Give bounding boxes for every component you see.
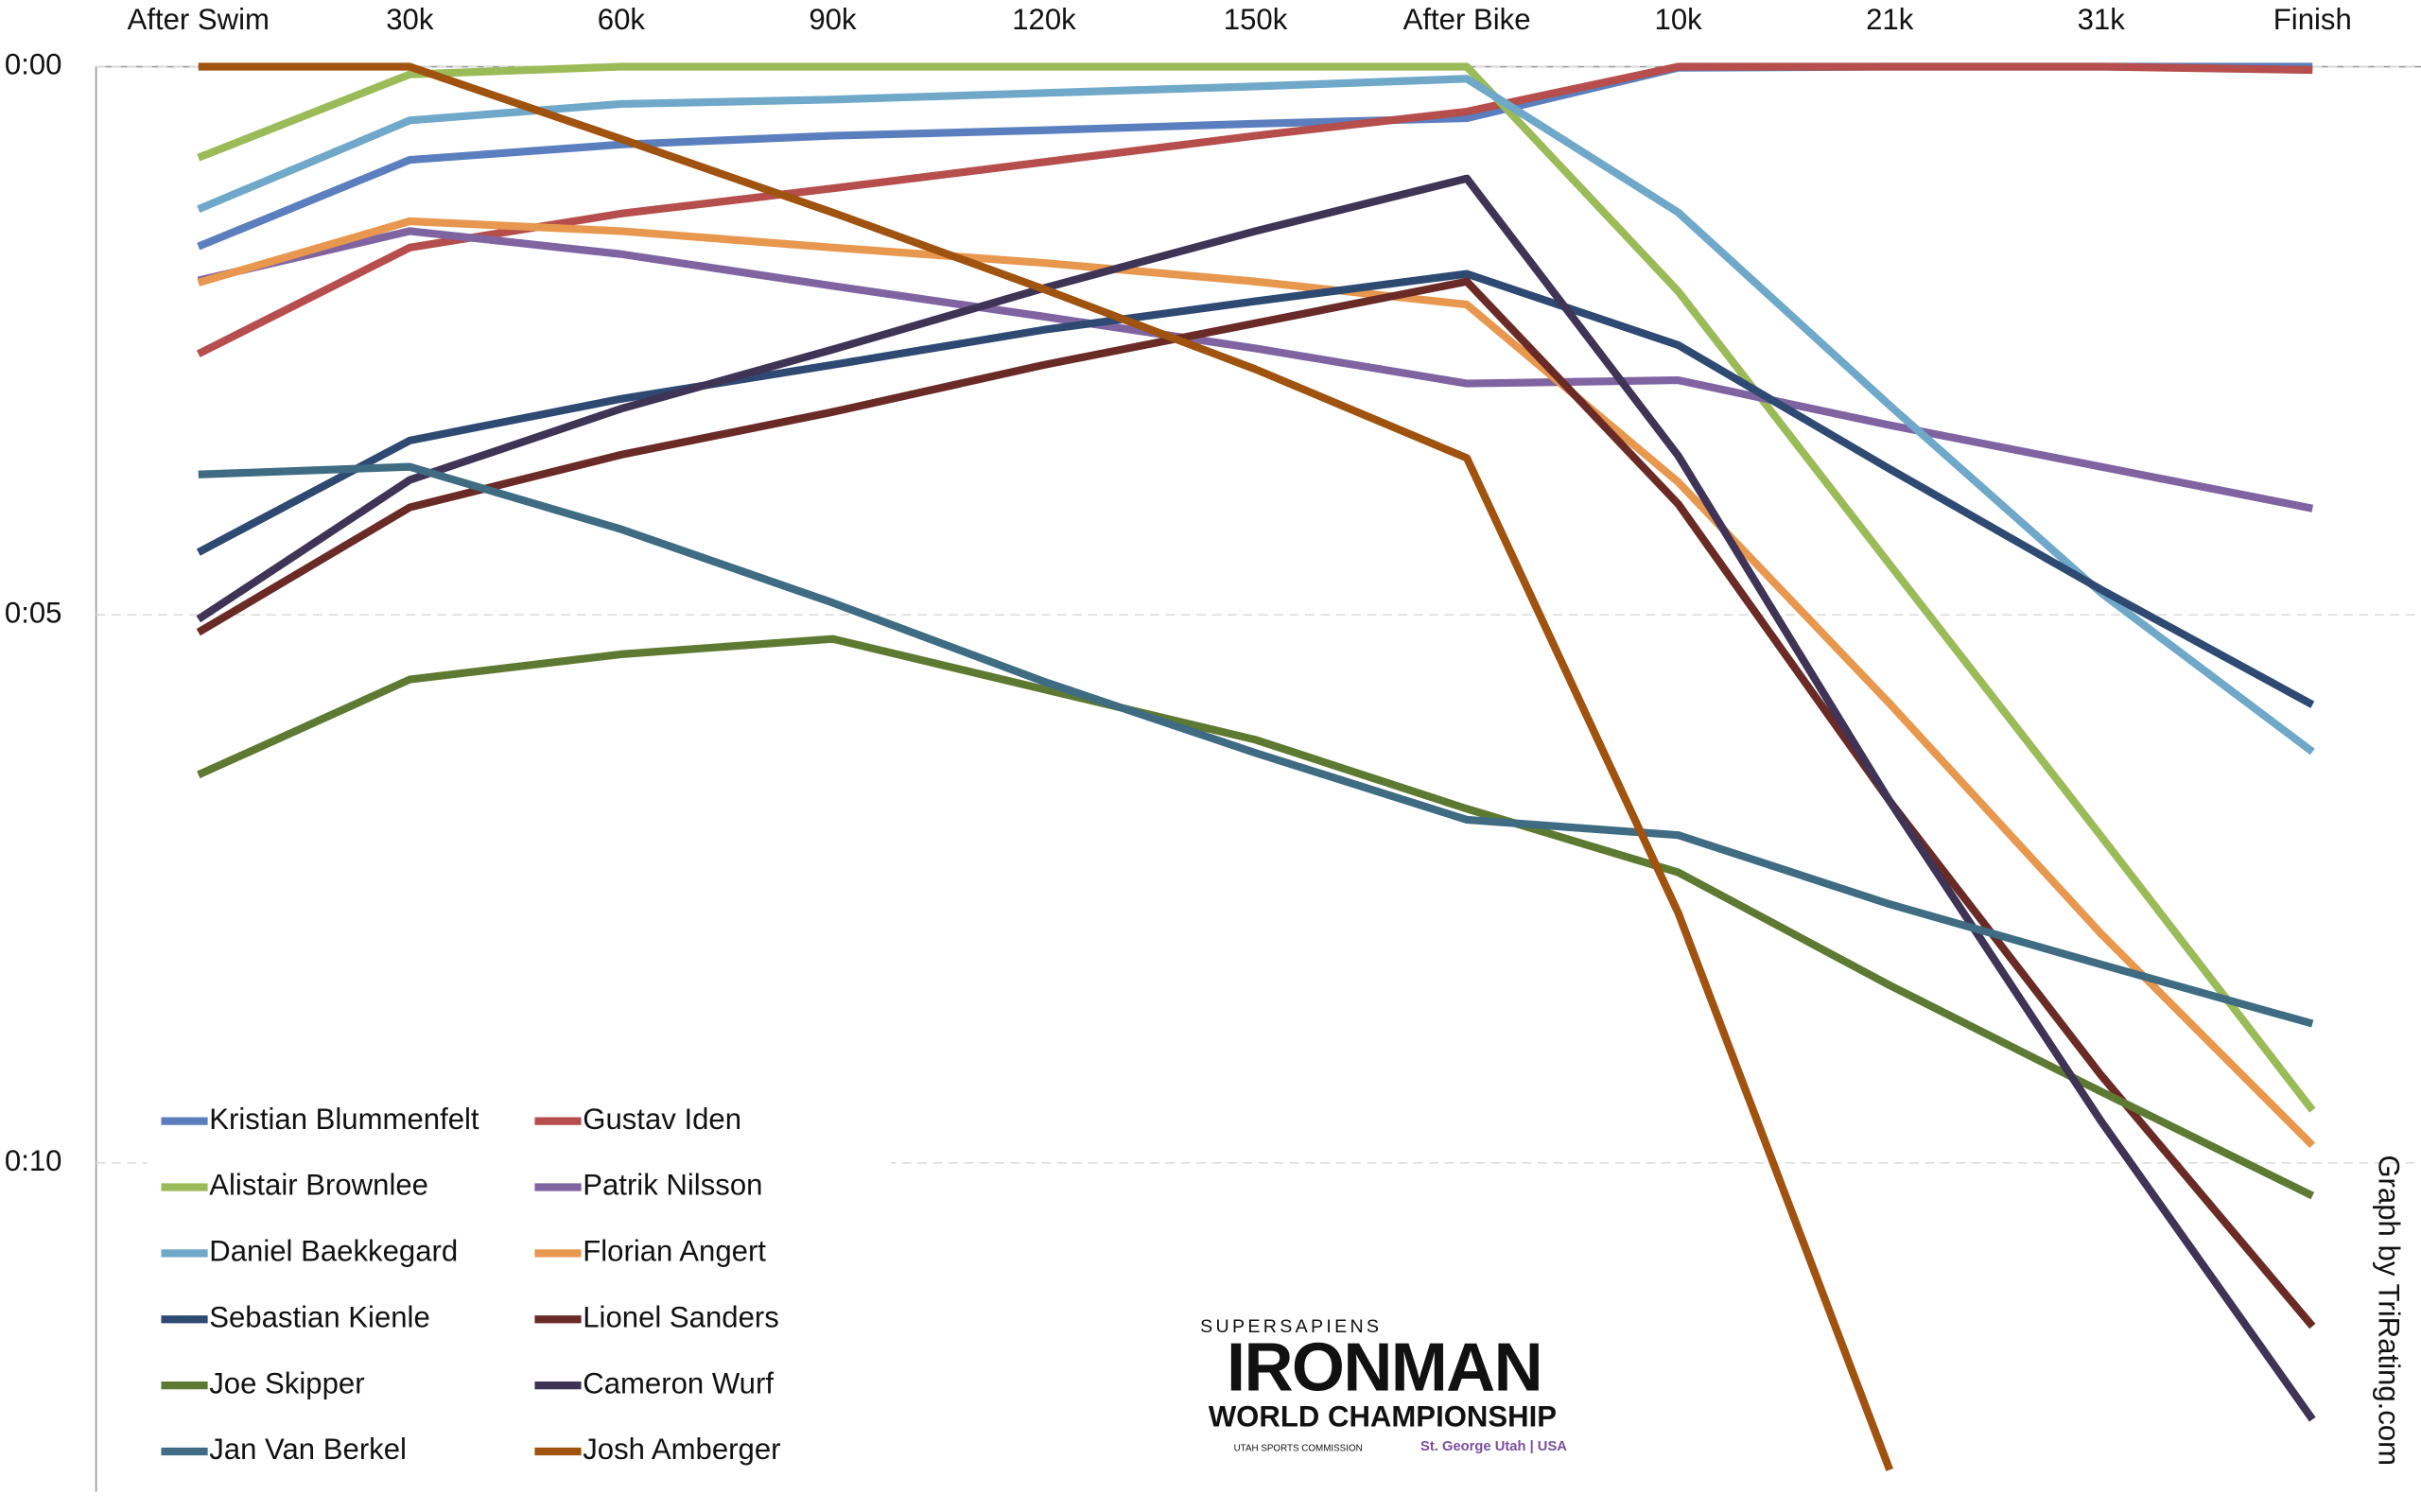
legend-label: Kristian Blummenfelt: [209, 1103, 479, 1136]
legend-label: Josh Amberger: [583, 1433, 780, 1466]
legend-label: Daniel Baekkegard: [209, 1235, 458, 1268]
logo-brand: SUPERSAPIENS: [1200, 1316, 1382, 1337]
legend-label: Florian Angert: [583, 1235, 766, 1268]
x-tick-label: 120k: [1012, 3, 1076, 36]
series-line: [196, 269, 2315, 708]
x-tick-label: 21k: [1866, 3, 1914, 36]
x-tick-label: 30k: [386, 3, 434, 36]
legend-label: Patrik Nilsson: [583, 1169, 762, 1202]
series-line: [197, 634, 2315, 1200]
legend-label: Gustav Iden: [583, 1103, 741, 1136]
series-line: [197, 62, 2313, 251]
x-tick-label: After Swim: [128, 3, 270, 36]
y-tick-label: 0:05: [5, 596, 62, 629]
y-tick-label: 0:00: [5, 48, 62, 81]
series-line: [197, 75, 2315, 756]
legend-label: Joe Skipper: [209, 1366, 364, 1399]
series-line: [197, 227, 2314, 513]
x-tick-label: 10k: [1655, 3, 1703, 36]
logo-event: WORLD CHAMPIONSHIP: [1209, 1400, 1557, 1434]
x-tick-label: 90k: [809, 3, 857, 36]
legend-label: Lionel Sanders: [583, 1300, 779, 1333]
legend-label: Sebastian Kienle: [209, 1300, 430, 1333]
x-tick-label: Finish: [2273, 3, 2352, 36]
series-line: [198, 62, 1894, 1471]
series-line: [198, 462, 2314, 1028]
logo-location: St. George Utah | USA: [1420, 1439, 1567, 1454]
legend: Kristian Blummenfelt Gustav Iden Alistair …: [161, 1103, 781, 1466]
y-tick-label: 0:10: [5, 1144, 62, 1177]
series-line: [196, 277, 2316, 1330]
x-tick-label: 31k: [2078, 3, 2126, 36]
x-tick-label: 150k: [1224, 3, 1288, 36]
lines: [196, 62, 2316, 1471]
series-line: [197, 217, 2316, 1149]
x-tick-label: 60k: [598, 3, 646, 36]
series-line: [197, 62, 2316, 1113]
legend-label: Jan Van Berkel: [209, 1433, 407, 1466]
logo: SUPERSAPIENS IRONMAN WORLD CHAMPIONSHIP …: [1200, 1316, 1567, 1454]
legend-background: [147, 1085, 892, 1492]
credit: Graph by TriRating.com: [2373, 1155, 2406, 1466]
logo-name: IRONMAN: [1227, 1330, 1541, 1405]
logo-sponsor: UTAH SPORTS COMMISSION: [1234, 1443, 1363, 1453]
series-line: [196, 174, 2316, 1422]
x-tick-label: After Bike: [1403, 3, 1531, 36]
legend-label: Alistair Brownlee: [209, 1169, 428, 1202]
legend-label: Cameron Wurf: [583, 1366, 774, 1399]
